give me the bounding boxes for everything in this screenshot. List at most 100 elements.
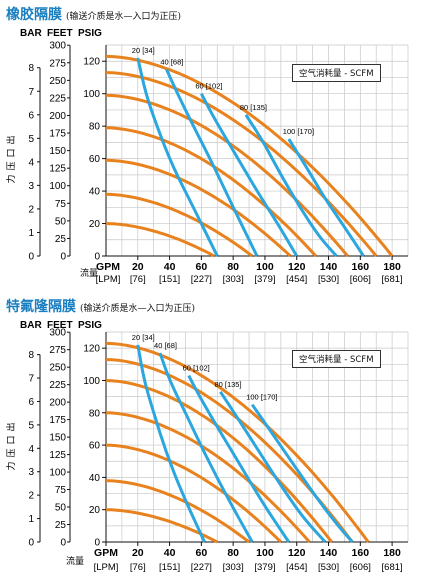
- chart-subtitle: (输送介质是水—入口为正压): [66, 12, 182, 22]
- psig-header: PSIG: [78, 320, 102, 331]
- air-consumption-curve: [136, 57, 219, 257]
- x-tick-gpm: 140: [320, 261, 338, 273]
- bar-tick-label: 6: [28, 397, 34, 408]
- x-axis-label: 流量: [66, 555, 84, 567]
- bar-tick-label: 7: [28, 87, 34, 98]
- x-tick-lpm: [LPM]: [94, 562, 119, 573]
- air-curve-label: 40 [68]: [160, 57, 183, 66]
- air-consumption-curve: [187, 374, 291, 543]
- air-consumption-curve: [244, 113, 338, 258]
- x-tick-lpm: [681]: [382, 274, 403, 285]
- bar-tick-label: 7: [28, 374, 34, 385]
- x-tick-gpm: 60: [196, 547, 208, 559]
- x-tick-gpm: 160: [352, 261, 370, 273]
- air-curve-label: 80 [135]: [240, 103, 267, 112]
- air-curve-label: 60 [102]: [183, 364, 210, 373]
- feet-tick-label: 200: [49, 111, 66, 122]
- air-curve-label: 20 [34]: [132, 333, 155, 342]
- chart-title: 特氟隆隔膜 (输送介质是水—入口为正压): [6, 296, 195, 316]
- feet-tick-label: 0: [60, 538, 66, 549]
- bar-header: BAR: [20, 320, 42, 331]
- feet-tick-label: 250: [49, 76, 66, 87]
- feet-tick-label: 275: [49, 58, 66, 69]
- feet-tick-label: 75: [55, 199, 67, 210]
- psig-tick-label: 120: [83, 57, 100, 68]
- bar-tick-label: 0: [28, 538, 34, 549]
- x-tick-gpm: 60: [196, 261, 208, 273]
- bar-tick-label: 5: [28, 134, 34, 145]
- flow-curve: [105, 192, 254, 258]
- x-tick-gpm: 140: [320, 547, 338, 559]
- bar-tick-label: 1: [28, 228, 34, 239]
- flow-curve: [105, 341, 370, 543]
- feet-tick-label: 100: [49, 468, 66, 479]
- psig-tick-label: 80: [89, 122, 101, 133]
- bar-tick-label: 1: [28, 514, 34, 525]
- feet-tick-label: 0: [60, 252, 66, 263]
- feet-header: FEET: [47, 320, 73, 331]
- chart-svg: BAR FEET PSIG出口压力0204060801001200255075100…: [5, 320, 409, 573]
- x-tick-gpm: 20: [132, 547, 144, 559]
- feet-tick-label: 300: [49, 328, 66, 339]
- y-axis-label-char: 出: [5, 422, 17, 431]
- bar-header: BAR: [20, 28, 42, 39]
- bar-tick-label: 2: [28, 204, 34, 215]
- flow-curve: [105, 222, 215, 258]
- x-tick-lpm: [530]: [318, 562, 339, 573]
- psig-tick-label: 60: [89, 154, 101, 165]
- air-consumption-curve: [136, 344, 206, 543]
- x-tick-gpm: 180: [383, 261, 401, 273]
- y-axis-label-char: 力: [5, 461, 17, 470]
- feet-tick-label: 225: [49, 380, 66, 391]
- air-curve-label: 20 [34]: [132, 46, 155, 55]
- air-consumption-curve: [158, 352, 254, 543]
- x-tick-gpm: 100: [256, 547, 274, 559]
- chart-title-main: 特氟隆隔膜: [6, 299, 76, 315]
- x-tick-lpm: [303]: [223, 562, 244, 573]
- feet-tick-label: 75: [55, 485, 67, 496]
- psig-tick-label: 0: [94, 538, 100, 549]
- x-tick-lpm: [227]: [191, 274, 212, 285]
- chart-panel-ptfe: 特氟隆隔膜 (输送介质是水—入口为正压) BAR FEET PSIG 出口压力 0 20 40…: [0, 292, 436, 582]
- psig-tick-label: 20: [89, 505, 101, 516]
- psig-tick-label: 60: [89, 441, 101, 452]
- feet-tick-label: 200: [49, 398, 66, 409]
- chart-svg: BAR FEET PSIG出口压力0204060801001200255075100…: [5, 28, 409, 285]
- bar-tick-label: 8: [28, 350, 34, 361]
- x-tick-gpm: 120: [288, 261, 306, 273]
- psig-tick-label: 100: [83, 89, 100, 100]
- chart-subtitle: (输送介质是水—入口为正压): [80, 304, 196, 314]
- feet-tick-label: 225: [49, 93, 66, 104]
- feet-tick-label: 25: [55, 234, 67, 245]
- x-tick-lpm: [151]: [159, 562, 180, 573]
- bar-tick-label: 5: [28, 420, 34, 431]
- air-consumption-curve: [287, 138, 365, 257]
- flow-curve: [105, 411, 311, 543]
- psig-tick-label: 0: [94, 252, 100, 263]
- feet-tick-label: 175: [49, 129, 66, 140]
- bar-tick-label: 6: [28, 110, 34, 121]
- flow-curve: [105, 126, 317, 258]
- flow-curve: [105, 443, 282, 544]
- chart-panel-rubber: 橡胶隔膜 (输送介质是水—入口为正压) BAR FEET PSIG 出口压力 0 20 40 6…: [0, 0, 436, 290]
- feet-tick-label: 125: [49, 450, 66, 461]
- air-consumption-curve: [165, 68, 259, 257]
- flow-curve: [105, 158, 292, 258]
- flow-curve: [105, 479, 250, 544]
- x-axis-label: 流量: [80, 267, 98, 279]
- x-tick-lpm: [151]: [159, 274, 180, 285]
- x-tick-lpm: [454]: [286, 562, 307, 573]
- x-tick-lpm: [681]: [382, 562, 403, 573]
- chart-title: 橡胶隔膜 (输送介质是水—入口为正压): [6, 4, 181, 24]
- bar-tick-label: 2: [28, 491, 34, 502]
- feet-tick-label: 150: [49, 146, 66, 157]
- psig-tick-label: 40: [89, 473, 101, 484]
- x-tick-gpm: 120: [288, 547, 306, 559]
- legend-box: 空气消耗量 - SCFM: [292, 64, 381, 82]
- x-tick-gpm: 80: [227, 547, 239, 559]
- x-tick-lpm: [454]: [286, 274, 307, 285]
- x-tick-gpm: 20: [132, 261, 144, 273]
- x-tick-lpm: [530]: [318, 274, 339, 285]
- air-consumption-curve: [200, 93, 298, 257]
- feet-tick-label: 175: [49, 415, 66, 426]
